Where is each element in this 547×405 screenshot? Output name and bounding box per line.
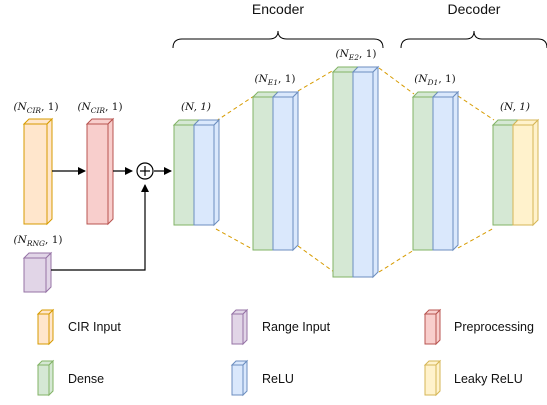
encoder-1-dim-label: (NE1, 1) <box>255 73 296 87</box>
encoder-header: Encoder <box>252 1 304 17</box>
preprocessing-block <box>85 117 115 226</box>
legend: CIR Input Range Input Preprocessing Dens… <box>36 308 534 397</box>
decoder-header: Decoder <box>448 1 501 17</box>
encoder-brace <box>172 30 384 49</box>
dashed-connectors <box>215 67 495 273</box>
legend-item-preprocessing: Preprocessing <box>423 308 534 346</box>
legend-label-preprocessing: Preprocessing <box>454 320 534 334</box>
legend-label-range-input: Range Input <box>262 320 331 334</box>
first-dense-relu-block <box>172 118 221 227</box>
cir-input-block <box>22 117 54 226</box>
preprocessing-dim-label: (NCIR, 1) <box>77 101 122 115</box>
encoder-1-block <box>251 90 300 252</box>
first-block-dim-label: (N, 1) <box>181 101 211 113</box>
cir-input-dim-label: (NCIR, 1) <box>13 101 58 115</box>
flow-arrows <box>51 167 172 271</box>
legend-label-relu: ReLU <box>262 372 294 386</box>
legend-item-range-input: Range Input <box>230 308 331 346</box>
range-input-block <box>22 251 53 294</box>
range-input-dim-label: (NRNG, 1) <box>14 234 63 248</box>
encoder-2-dim-label: (NE2, 1) <box>336 48 377 62</box>
legend-item-cir-input: CIR Input <box>36 308 121 346</box>
encoder-2-block <box>331 65 380 279</box>
decoder-1-block <box>411 90 460 252</box>
legend-label-leaky-relu: Leaky ReLU <box>454 372 523 386</box>
legend-item-dense: Dense <box>36 359 104 397</box>
decoder-brace <box>400 30 547 49</box>
sum-operator <box>136 162 154 180</box>
legend-item-relu: ReLU <box>230 359 294 397</box>
legend-label-dense: Dense <box>68 372 104 386</box>
decoder-1-dim-label: (ND1, 1) <box>414 73 456 87</box>
legend-item-leaky-relu: Leaky ReLU <box>423 359 523 397</box>
output-dense-leaky-block <box>491 118 540 227</box>
legend-label-cir-input: CIR Input <box>68 320 121 334</box>
output-block-dim-label: (N, 1) <box>500 101 530 113</box>
